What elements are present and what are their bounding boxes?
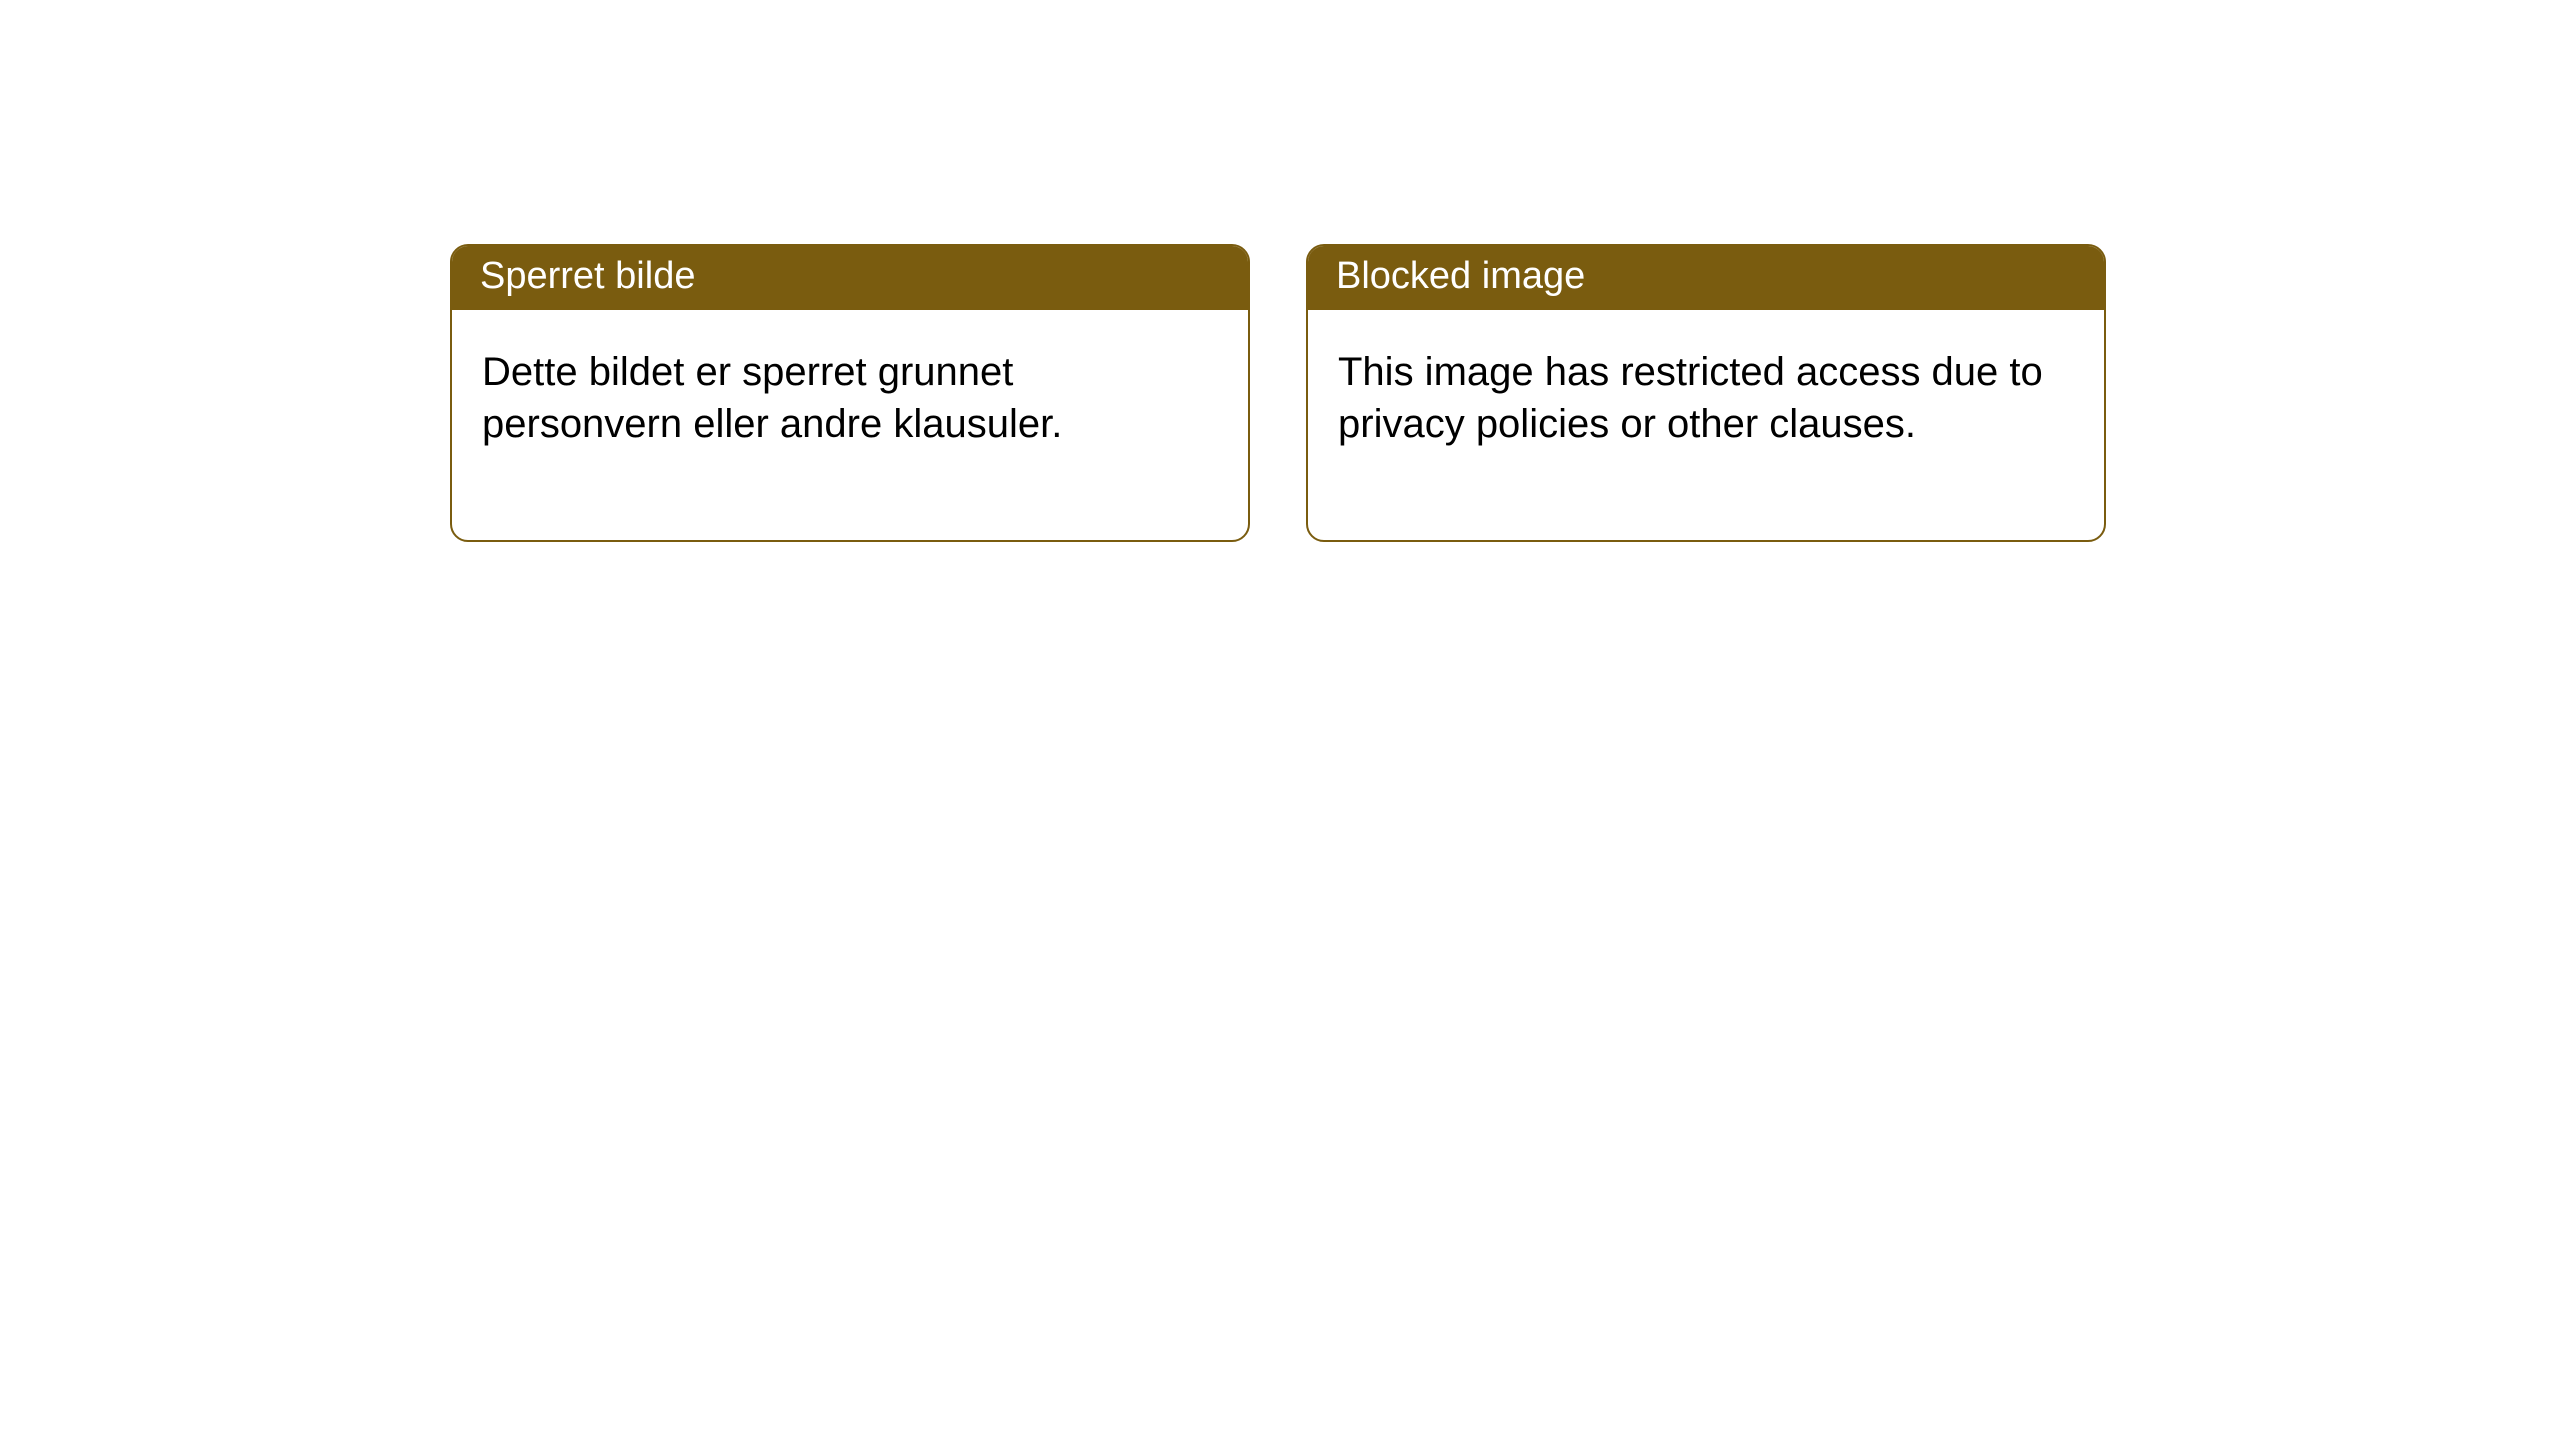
notice-card-english: Blocked image This image has restricted … (1306, 244, 2106, 542)
card-body: Dette bildet er sperret grunnet personve… (452, 310, 1248, 540)
card-message: Dette bildet er sperret grunnet personve… (482, 350, 1062, 446)
card-title: Sperret bilde (480, 255, 695, 297)
card-title: Blocked image (1336, 255, 1585, 297)
card-header: Blocked image (1308, 246, 2104, 310)
card-header: Sperret bilde (452, 246, 1248, 310)
notice-card-norwegian: Sperret bilde Dette bildet er sperret gr… (450, 244, 1250, 542)
card-body: This image has restricted access due to … (1308, 310, 2104, 540)
card-message: This image has restricted access due to … (1338, 350, 2043, 446)
notice-container: Sperret bilde Dette bildet er sperret gr… (0, 0, 2560, 542)
